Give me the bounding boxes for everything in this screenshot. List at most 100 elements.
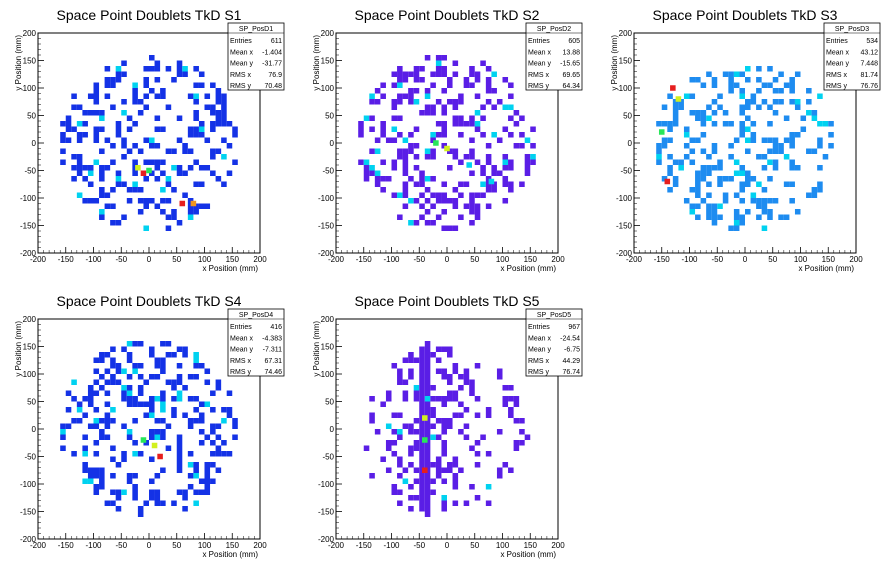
data-cell bbox=[695, 170, 701, 176]
data-cell bbox=[154, 159, 161, 165]
data-cell bbox=[132, 484, 138, 490]
data-cell bbox=[430, 352, 436, 358]
stats-key: RMS x bbox=[528, 358, 550, 365]
data-cell bbox=[99, 214, 105, 220]
data-cell bbox=[99, 209, 105, 215]
y-axis-label: y Position (mm) bbox=[312, 321, 321, 377]
data-cell bbox=[99, 110, 105, 116]
data-cell bbox=[160, 429, 166, 435]
data-cell bbox=[728, 154, 734, 160]
data-cell bbox=[121, 385, 127, 391]
data-cell bbox=[424, 412, 431, 418]
stats-value: -6.75 bbox=[564, 347, 580, 354]
data-cell bbox=[154, 60, 161, 66]
data-cell bbox=[171, 165, 177, 171]
data-cell bbox=[413, 396, 420, 402]
stats-value: 534 bbox=[866, 38, 878, 45]
data-cell bbox=[458, 181, 464, 187]
data-cell bbox=[413, 220, 420, 226]
data-cell bbox=[656, 159, 662, 165]
data-cell bbox=[76, 121, 83, 127]
data-cell bbox=[60, 137, 66, 143]
data-cell bbox=[447, 374, 453, 380]
data-cell bbox=[115, 363, 122, 369]
data-cell bbox=[424, 198, 431, 204]
stats-box-frame bbox=[227, 22, 285, 91]
data-cell bbox=[485, 407, 492, 413]
data-cell bbox=[71, 451, 77, 457]
stats-box-frame bbox=[525, 22, 583, 91]
data-cell bbox=[683, 154, 690, 160]
data-cell bbox=[424, 500, 431, 506]
data-cell bbox=[402, 478, 409, 484]
data-cell bbox=[121, 99, 127, 105]
data-cell bbox=[182, 412, 188, 418]
data-cell bbox=[430, 396, 436, 402]
y-tick-label: -100 bbox=[318, 194, 335, 203]
data-cell bbox=[115, 506, 122, 512]
data-cell bbox=[402, 187, 409, 193]
data-cell bbox=[413, 390, 420, 396]
data-cell bbox=[458, 401, 464, 407]
stats-box-frame bbox=[227, 308, 285, 377]
data-cell bbox=[661, 176, 668, 182]
data-cell bbox=[728, 82, 734, 88]
data-cell bbox=[160, 357, 166, 363]
data-cell bbox=[215, 88, 222, 94]
y-tick-label: 100 bbox=[321, 84, 335, 93]
x-tick-label: -150 bbox=[654, 255, 671, 264]
data-cell bbox=[397, 434, 403, 440]
data-cell bbox=[739, 110, 745, 116]
data-cell bbox=[76, 104, 83, 110]
data-cell bbox=[513, 121, 520, 127]
data-cell bbox=[193, 66, 199, 72]
data-cell bbox=[745, 137, 751, 143]
data-cell bbox=[761, 209, 768, 215]
hot-cell bbox=[675, 96, 682, 102]
data-cell bbox=[87, 165, 94, 171]
data-cell bbox=[215, 121, 222, 127]
data-cell bbox=[99, 192, 105, 198]
data-cell bbox=[435, 99, 442, 105]
y-tick-label: 150 bbox=[321, 57, 335, 66]
data-cell bbox=[93, 88, 100, 94]
y-tick-label: 0 bbox=[628, 139, 633, 148]
data-cell bbox=[93, 440, 100, 446]
hot-cell bbox=[157, 453, 163, 460]
data-cell bbox=[397, 374, 403, 380]
data-cell bbox=[385, 467, 392, 473]
data-cell bbox=[408, 148, 414, 154]
data-cell bbox=[661, 137, 668, 143]
y-tick-label: 150 bbox=[619, 57, 633, 66]
y-tick-label: -50 bbox=[322, 167, 334, 176]
x-tick-label: -200 bbox=[626, 255, 643, 264]
data-cell bbox=[391, 71, 398, 77]
data-cell bbox=[99, 467, 105, 473]
data-cell bbox=[739, 220, 745, 226]
x-tick-label: 50 bbox=[768, 255, 777, 264]
data-cell bbox=[424, 473, 431, 479]
data-cell bbox=[474, 159, 481, 165]
y-tick-label: 100 bbox=[23, 370, 37, 379]
data-cell bbox=[458, 121, 464, 127]
data-cell bbox=[728, 121, 734, 127]
data-cell bbox=[430, 489, 436, 495]
data-cell bbox=[104, 82, 111, 88]
y-tick-label: -150 bbox=[318, 508, 335, 517]
data-cell bbox=[733, 214, 740, 220]
data-cell bbox=[789, 137, 795, 143]
data-cell bbox=[683, 198, 690, 204]
data-cell bbox=[363, 445, 370, 451]
y-tick-label: 50 bbox=[325, 398, 334, 407]
data-cell bbox=[182, 143, 188, 149]
data-cell bbox=[502, 165, 509, 171]
data-cell bbox=[745, 126, 751, 132]
data-cell bbox=[110, 357, 116, 363]
data-cell bbox=[430, 71, 436, 77]
data-cell bbox=[402, 170, 409, 176]
data-cell bbox=[413, 495, 420, 501]
x-tick-label: -150 bbox=[58, 541, 75, 550]
data-cell bbox=[424, 462, 431, 468]
data-cell bbox=[93, 473, 100, 479]
data-cell bbox=[508, 187, 514, 193]
